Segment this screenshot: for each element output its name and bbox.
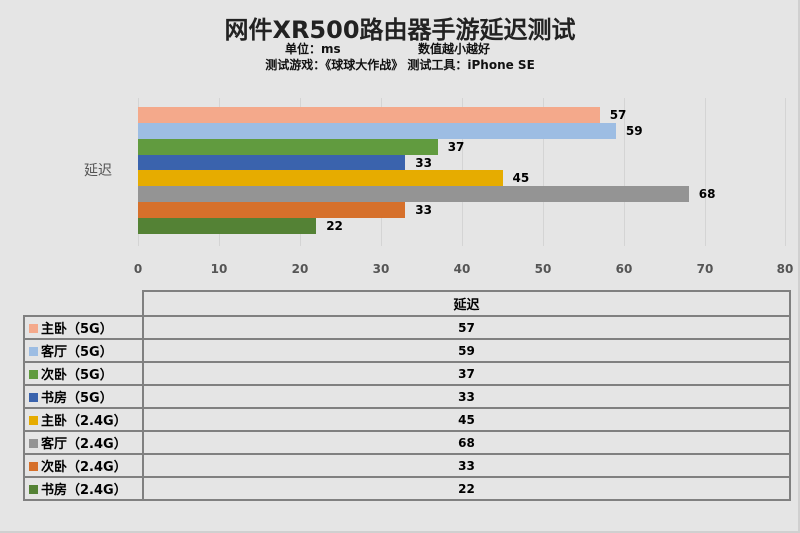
legend-swatch-icon: [29, 393, 38, 402]
bar-living-24g: [138, 186, 689, 202]
x-tick: 40: [453, 262, 471, 276]
gridline: [543, 98, 544, 246]
row-value: 33: [142, 453, 791, 478]
bar-value: 57: [609, 108, 627, 122]
x-tick: 20: [291, 262, 309, 276]
row-value: 45: [142, 407, 791, 432]
table-row: 书房（2.4G） 22: [23, 476, 791, 501]
x-tick: 30: [372, 262, 390, 276]
row-label: 次卧（5G）: [41, 368, 113, 383]
table-row: 次卧（5G） 37: [23, 361, 791, 386]
unit-label: 单位：ms: [285, 42, 341, 56]
note-label: 数值越小越好: [418, 42, 491, 56]
legend-swatch-icon: [29, 324, 38, 333]
x-tick: 10: [210, 262, 228, 276]
table-row: 主卧（5G） 57: [23, 315, 791, 340]
chart-title: 网件XR500路由器手游延迟测试: [224, 16, 576, 44]
category-label: 延迟: [84, 163, 112, 179]
table-row: 书房（5G） 33: [23, 384, 791, 409]
x-tick: 60: [615, 262, 633, 276]
bar-value: 33: [415, 203, 432, 217]
row-value: 57: [142, 315, 791, 340]
bar-living-5g: [138, 123, 616, 139]
table-row: 客厅（2.4G） 68: [23, 430, 791, 455]
bar-value: 33: [415, 156, 432, 170]
x-tick: 0: [133, 262, 143, 276]
bar-second-5g: [138, 139, 438, 155]
legend-swatch-icon: [29, 347, 38, 356]
row-label: 客厅（5G）: [41, 345, 113, 360]
legend-swatch-icon: [29, 485, 38, 494]
row-value: 59: [142, 338, 791, 363]
table-corner: [24, 291, 144, 317]
row-label: 客厅（2.4G）: [41, 437, 127, 452]
row-value: 33: [142, 384, 791, 409]
x-tick: 50: [534, 262, 552, 276]
row-label: 主卧（5G）: [41, 322, 113, 337]
test-info: 测试游戏：《球球大作战》 测试工具：iPhone SE: [265, 58, 535, 72]
data-table: 延迟 主卧（5G） 57 客厅（5G） 59 次卧（5G） 37 书房（5G） …: [23, 290, 791, 501]
row-value: 68: [142, 430, 791, 455]
table-header-row: 延迟: [24, 290, 791, 317]
table-header: 延迟: [142, 290, 791, 317]
x-tick: 70: [696, 262, 714, 276]
bar-value: 68: [698, 187, 716, 201]
bar-value: 22: [326, 219, 343, 233]
legend-swatch-icon: [29, 416, 38, 425]
table-row: 主卧（2.4G） 45: [23, 407, 791, 432]
row-label: 主卧（2.4G）: [41, 414, 127, 429]
legend-swatch-icon: [29, 439, 38, 448]
row-label: 次卧（2.4G）: [41, 460, 127, 475]
bar-value: 45: [512, 171, 530, 185]
bar-value: 59: [625, 124, 643, 138]
plot-area: 57 59 37 33 45 68 33 22: [138, 98, 786, 246]
bar-study-5g: [138, 155, 406, 171]
bar-master-5g: [138, 107, 600, 123]
row-value: 37: [142, 361, 791, 386]
x-tick: 80: [776, 262, 794, 276]
bar-study-24g: [138, 218, 317, 234]
gridline: [624, 98, 625, 246]
table-row: 次卧（2.4G） 33: [23, 453, 791, 478]
gridline: [785, 98, 786, 246]
bar-master-24g: [138, 170, 503, 186]
bar-second-24g: [138, 202, 406, 218]
row-value: 22: [142, 476, 791, 501]
gridline: [705, 98, 706, 246]
row-label: 书房（5G）: [41, 391, 113, 406]
legend-swatch-icon: [29, 462, 38, 471]
row-label: 书房（2.4G）: [41, 483, 127, 498]
bar-value: 37: [447, 140, 465, 154]
legend-swatch-icon: [29, 370, 38, 379]
table-row: 客厅（5G） 59: [23, 338, 791, 363]
